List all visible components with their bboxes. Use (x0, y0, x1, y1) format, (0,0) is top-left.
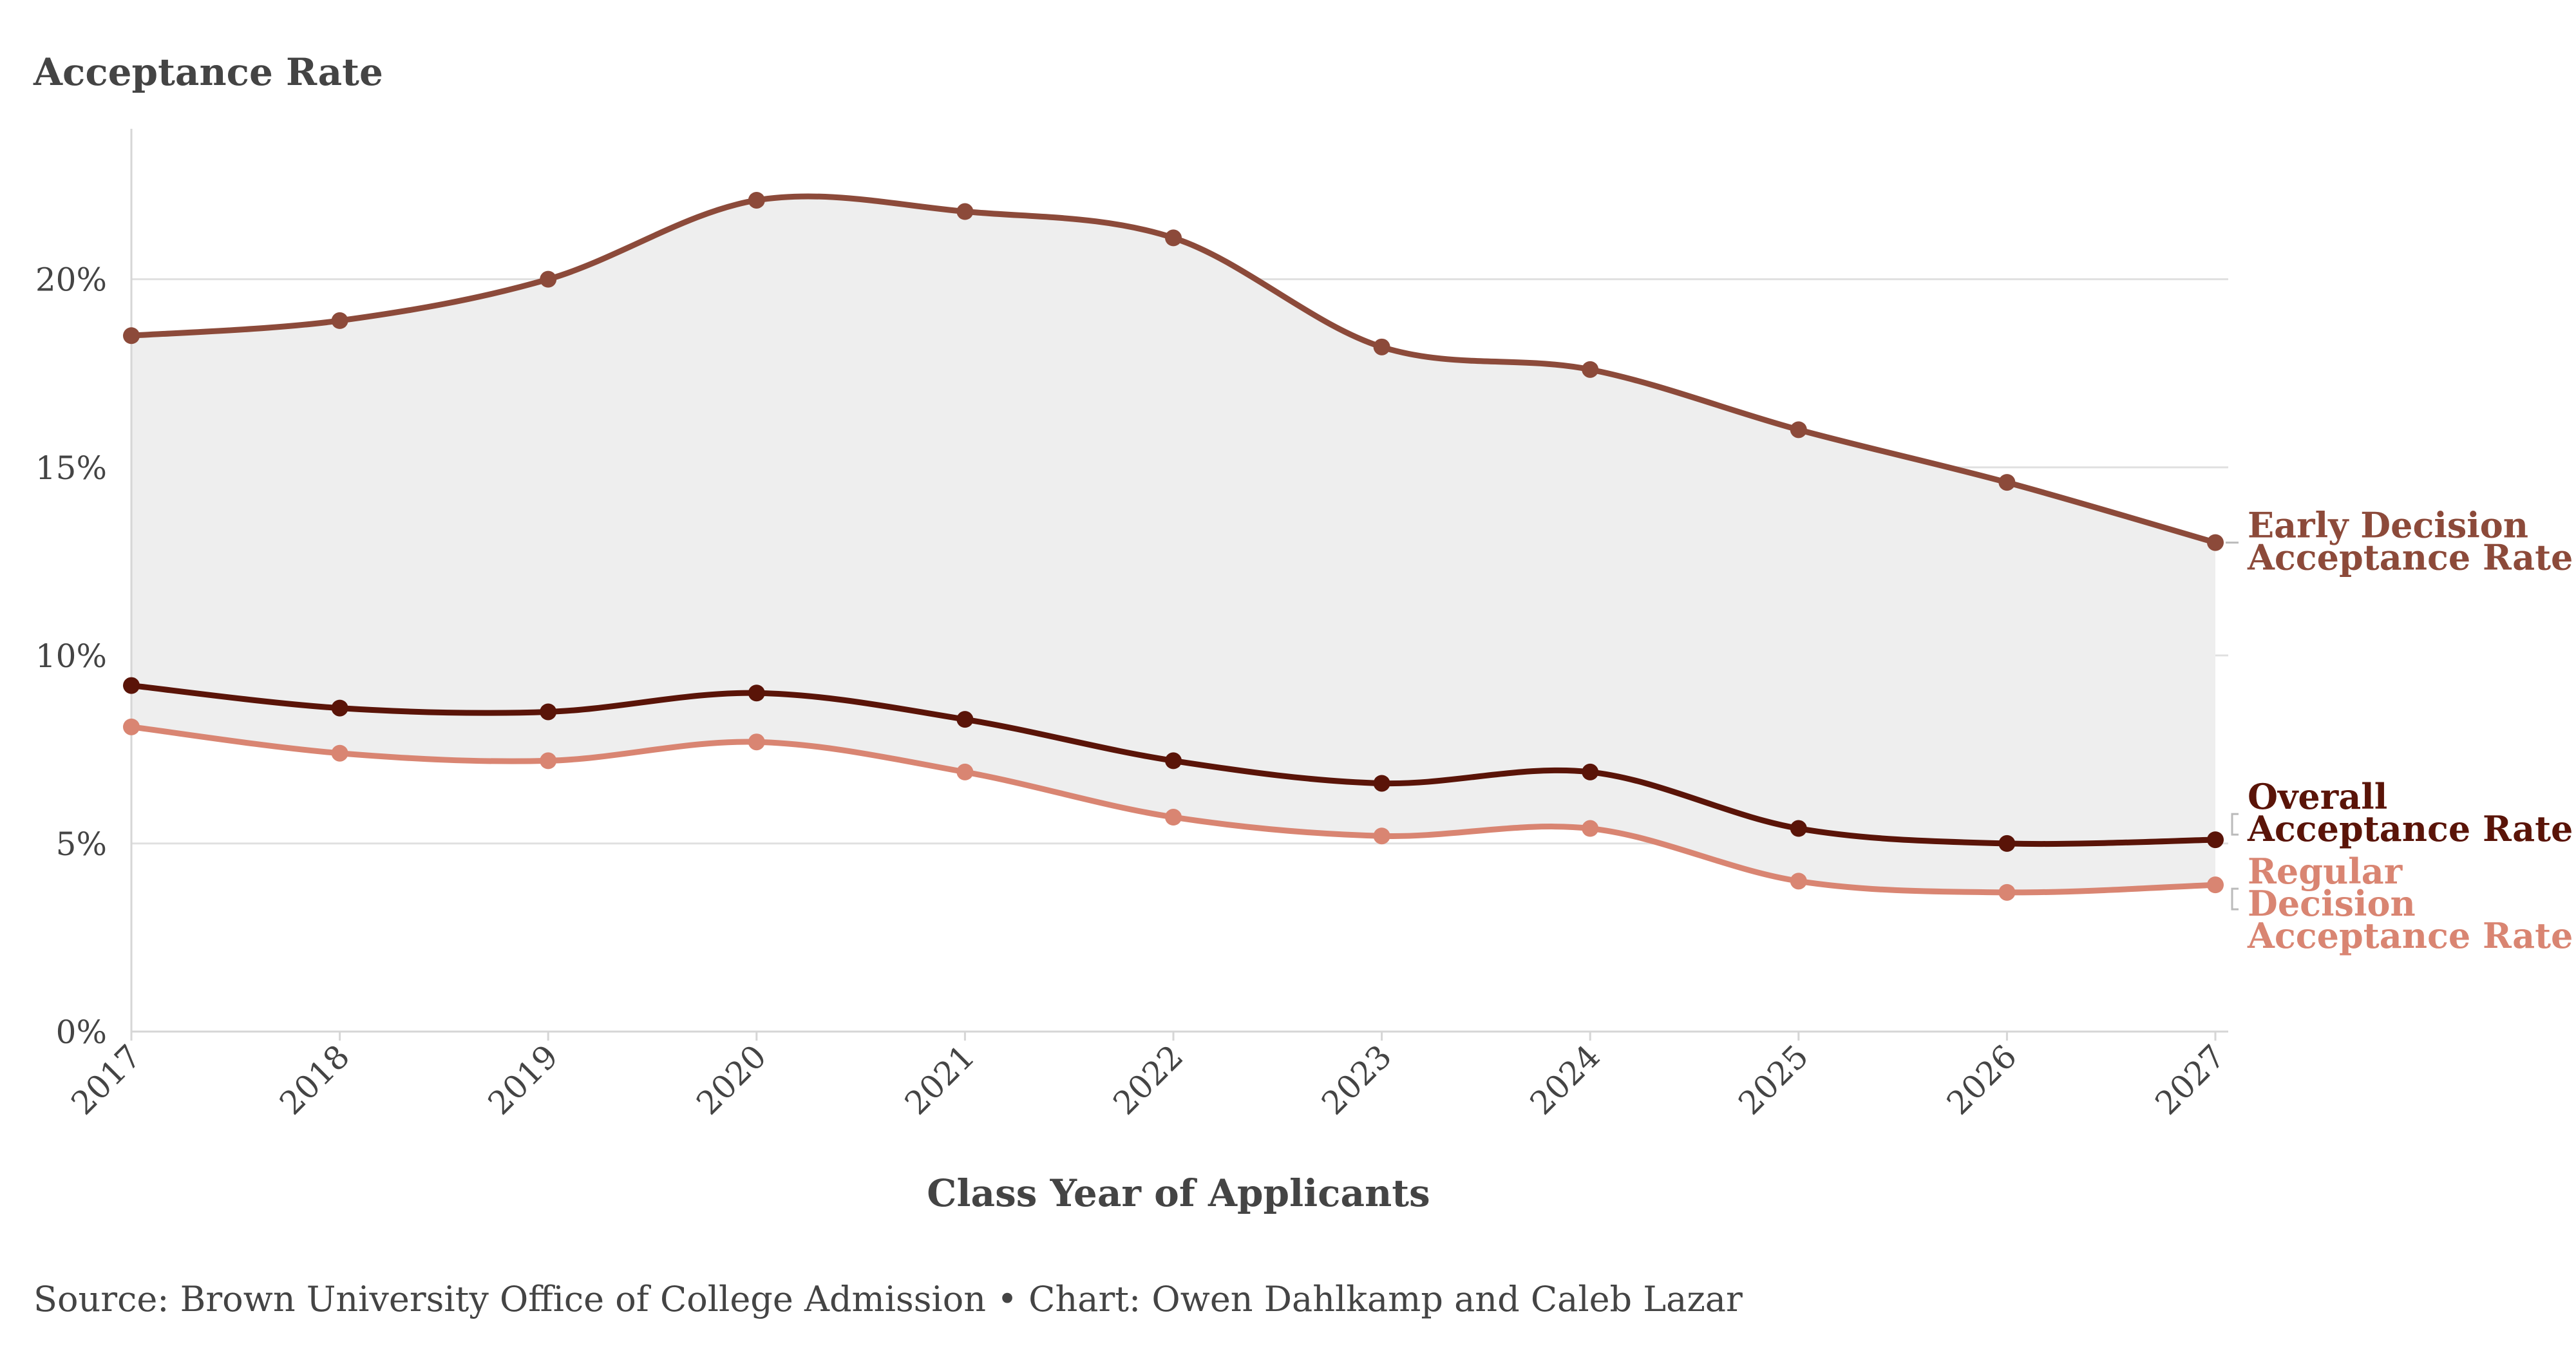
data-point (1165, 752, 1182, 769)
data-point (123, 718, 140, 735)
data-points (123, 191, 2224, 901)
data-point (1790, 421, 1807, 439)
data-point (1790, 820, 1807, 837)
y-tick-label: 10% (35, 637, 107, 675)
data-point (1998, 835, 2016, 852)
y-tick-label: 15% (35, 449, 107, 487)
data-point (956, 711, 974, 728)
x-tick-label: 2018 (272, 1037, 357, 1122)
data-point (1582, 361, 1599, 378)
series-label: Acceptance Rate (2247, 915, 2573, 956)
series-label: Acceptance Rate (2247, 808, 2573, 849)
x-tick-label: 2026 (1940, 1037, 2024, 1122)
data-point (1582, 820, 1599, 837)
y-tick-label: 20% (35, 261, 107, 299)
series-label: Overall (2248, 776, 2387, 817)
data-point (2207, 831, 2224, 849)
data-point (1165, 809, 1182, 826)
data-point (956, 203, 974, 220)
data-point (956, 763, 974, 780)
x-axis-title: Class Year of Applicants (927, 1171, 1430, 1215)
data-point (331, 312, 348, 329)
data-point (1998, 883, 2016, 901)
x-tick-label: 2022 (1106, 1037, 1190, 1122)
data-point (748, 191, 765, 209)
data-point (331, 699, 348, 717)
label-connector (2231, 813, 2239, 836)
data-point (1998, 474, 2016, 491)
shaded-band (131, 196, 2215, 892)
data-point (123, 327, 140, 345)
series-label: Early Decision (2248, 505, 2528, 546)
x-tick-label: 2025 (1731, 1037, 1815, 1122)
y-axis-title: Acceptance Rate (33, 50, 383, 94)
data-point (748, 684, 765, 702)
data-point (1373, 827, 1390, 845)
x-tick-label: 2027 (2148, 1037, 2232, 1122)
series-label: Acceptance Rate (2247, 537, 2573, 578)
data-point (748, 733, 765, 751)
y-tick-label: 0% (56, 1014, 107, 1051)
data-point (1582, 763, 1599, 780)
y-tick-label: 5% (56, 826, 107, 863)
data-point (331, 744, 348, 762)
data-point (1790, 873, 1807, 890)
x-tick-label: 2024 (1523, 1037, 1607, 1122)
data-point (540, 270, 557, 288)
data-point (2207, 534, 2224, 551)
data-point (540, 703, 557, 721)
data-point (1373, 775, 1390, 792)
series-label: Regular (2248, 851, 2403, 892)
x-tick-label: 2023 (1314, 1037, 1399, 1122)
x-tick-label: 2020 (689, 1037, 773, 1122)
data-point (2207, 876, 2224, 894)
data-point (1373, 338, 1390, 355)
x-tick-label: 2021 (898, 1037, 982, 1122)
source-note: Source: Brown University Office of Colle… (33, 1279, 1743, 1319)
data-point (1165, 229, 1182, 247)
data-point (123, 677, 140, 694)
x-tick-label: 2019 (481, 1037, 565, 1122)
series-label: Decision (2248, 883, 2416, 924)
label-connector (2231, 887, 2239, 911)
data-point (540, 752, 557, 769)
band-area (131, 196, 2215, 892)
